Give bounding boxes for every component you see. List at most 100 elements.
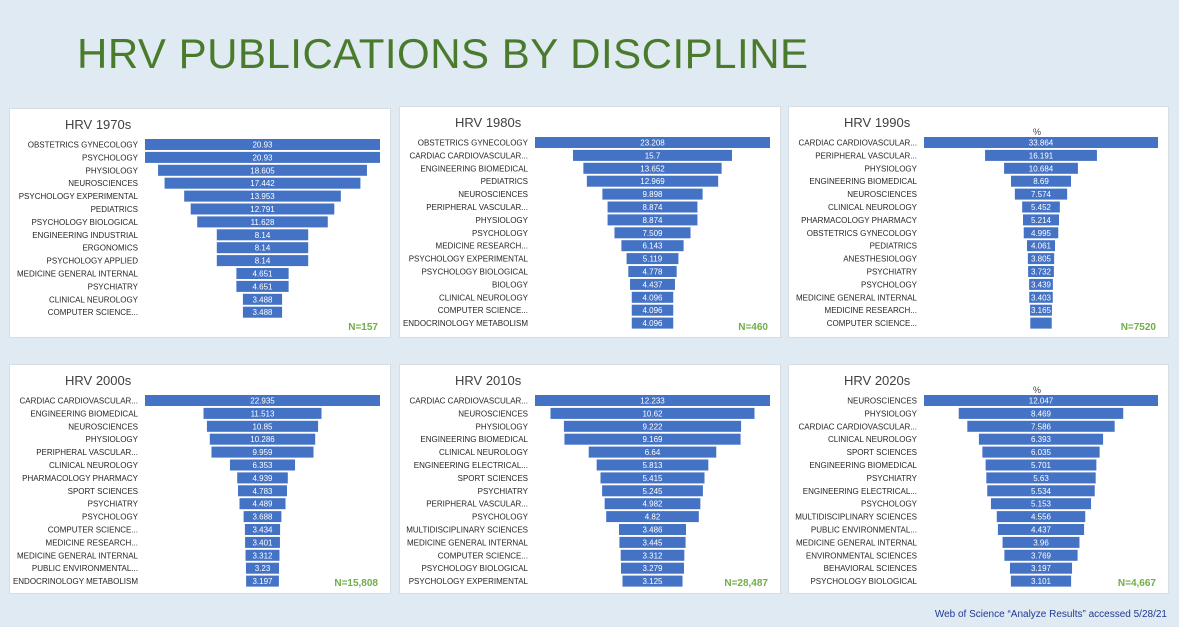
category-label: PUBLIC ENVIRONMENTAL... [32,564,138,573]
funnel-chart: HRV 2000s CARDIAC CARDIOVASCULAR... 22.935… [13,373,380,589]
category-label: OBSTETRICS GYNECOLOGY [807,229,918,238]
value-label: 4.982 [642,500,663,509]
category-label: PUBLIC ENVIRONMENTAL... [811,526,917,535]
category-label: ENGINEERING BIOMEDICAL [420,435,528,444]
funnel-bar [620,549,685,561]
funnel-bar [1030,317,1052,329]
category-label: COMPUTER SCIENCE... [438,306,528,315]
category-label: PERIPHERAL VASCULAR... [426,203,528,212]
funnel-bar [197,216,328,228]
chart-panel-1990s: HRV 1990s% CARDIAC CARDIOVASCULAR... 33.86… [788,106,1169,338]
category-label: ENGINEERING BIOMEDICAL [809,177,917,186]
value-label: 3.312 [642,551,663,560]
funnel-bar [586,175,719,187]
funnel-chart: HRV 1970s OBSTETRICS GYNECOLOGY 20.93 PSYCH… [17,117,380,333]
value-label: 8.14 [255,244,271,253]
funnel-bar [1022,201,1060,213]
category-label: BIOLOGY [492,280,529,289]
category-label: ENGINEERING ELECTRICAL... [414,461,528,470]
value-label: 3.101 [1031,577,1052,586]
funnel-bar [216,242,309,254]
funnel-bar [982,446,1100,458]
funnel-bar [245,549,280,561]
sample-size-label: N=7520 [1121,322,1157,333]
value-label: 3.488 [252,308,273,317]
funnel-bar [631,291,674,303]
category-label: PSYCHOLOGY BIOLOGICAL [810,577,917,586]
category-label: PSYCHOLOGY BIOLOGICAL [421,564,528,573]
value-label: 3.23 [255,564,271,573]
funnel-bar [573,149,732,161]
value-label: 3.279 [642,564,663,573]
funnel-bar [1010,575,1072,587]
funnel-bar [596,459,709,471]
category-label: CARDIAC CARDIOVASCULAR... [409,151,528,160]
funnel-bar [602,485,703,497]
value-label: 6.143 [642,242,663,251]
funnel-bar [607,214,698,226]
value-label: 3.125 [642,577,663,586]
category-label: MEDICINE GENERAL INTERNAL [407,538,529,547]
value-label: 3.732 [1031,268,1052,277]
category-label: ENDOCRINOLOGY METABOLISM [403,319,528,328]
funnel-bar [203,407,322,419]
funnel-bar [628,266,677,277]
category-label: PSYCHOLOGY BIOLOGICAL [421,268,528,277]
funnel-bar [614,227,691,239]
value-label: 23.208 [640,139,665,148]
funnel-bar [1022,214,1060,226]
funnel-bar [583,162,722,174]
category-label: PHYSIOLOGY [865,164,918,173]
value-label: 8.14 [255,257,271,266]
category-label: NEUROSCIENCES [68,422,138,431]
funnel-bar [1029,278,1053,290]
value-label: 11.628 [251,218,275,227]
funnel-bar [588,446,717,458]
funnel-chart: HRV 1990s% CARDIAC CARDIOVASCULAR... 33.86… [796,115,1158,333]
category-label: ANESTHESIOLOGY [843,255,917,264]
funnel-bar [924,137,1158,148]
category-label: SPORT SCIENCES [847,448,917,457]
value-label: 13.953 [250,192,275,201]
funnel-bar [535,395,770,406]
funnel-bar [622,575,683,587]
category-label: ENGINEERING BIOMEDICAL [30,409,138,418]
value-label: 18.605 [250,166,275,175]
value-label: 7.586 [1031,422,1052,431]
category-label: OBSTETRICS GYNECOLOGY [28,141,139,150]
funnel-bar [1023,227,1059,239]
funnel-bar [246,575,279,587]
value-label: 11.513 [251,409,275,418]
value-label: 8.14 [255,231,271,240]
funnel-bar [236,268,289,279]
category-label: PERIPHERAL VASCULAR... [426,500,528,509]
value-label: 9.169 [642,435,663,444]
value-label: 5.245 [642,487,663,496]
category-label: NEUROSCIENCES [458,409,528,418]
value-label: 8.874 [642,216,663,225]
value-label: 12.791 [250,205,275,214]
value-label: 20.93 [252,153,273,162]
category-label: PHYSIOLOGY [86,435,139,444]
value-label: 5.534 [1031,487,1052,496]
funnel-bar [1002,536,1080,548]
category-label: PSYCHIATRY [867,474,918,483]
funnel-bar [631,317,674,329]
value-label: 8.874 [642,203,663,212]
category-label: CLINICAL NEUROLOGY [828,203,918,212]
category-label: NEUROSCIENCES [458,190,528,199]
category-label: PHYSIOLOGY [865,409,918,418]
value-label: 3.488 [252,295,273,304]
chart-title: HRV 1970s [65,117,132,132]
funnel-bar [243,511,282,523]
funnel-bar [619,524,686,535]
value-label: 3.403 [1031,293,1052,302]
category-label: CLINICAL NEUROLOGY [49,295,139,304]
category-label: ENGINEERING BIOMEDICAL [809,461,917,470]
funnel-bar [1029,291,1053,303]
funnel-bar [606,511,699,523]
unit-label: % [1033,385,1041,395]
category-label: PHARMACOLOGY PHARMACY [22,474,139,483]
sample-size-label: N=157 [348,322,378,333]
category-label: PERIPHERAL VASCULAR... [36,448,138,457]
